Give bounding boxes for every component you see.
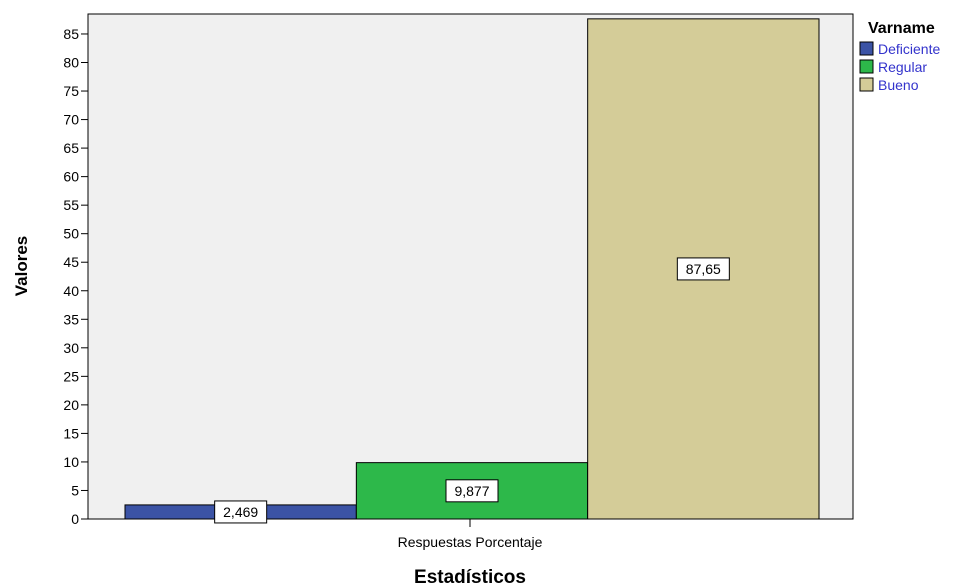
y-tick-label: 35	[63, 311, 79, 327]
y-tick-label: 60	[63, 169, 79, 185]
data-label-box	[676, 257, 730, 281]
legend-label-regular: Regular	[878, 59, 927, 75]
y-tick-label: 65	[63, 140, 79, 156]
legend-swatch-bueno	[859, 77, 874, 92]
data-label: 2,469	[223, 504, 258, 520]
legend-swatch-regular	[859, 59, 874, 74]
legend-label-deficiente: Deficiente	[878, 41, 940, 57]
y-tick-label: 20	[63, 397, 79, 413]
data-label-box	[445, 479, 499, 503]
y-tick-label: 25	[63, 368, 79, 384]
data-label-box	[214, 500, 268, 524]
y-tick-label: 45	[63, 254, 79, 270]
bars: 2,469 9,877 87,65	[124, 18, 820, 524]
x-axis-title: Estadísticos	[414, 567, 526, 585]
y-tick-label: 50	[63, 226, 79, 242]
legend-swatch-deficiente	[859, 41, 874, 56]
legend-title: Varname	[868, 20, 935, 37]
x-axis: Respuestas Porcentaje	[398, 519, 543, 550]
x-tick-label: Respuestas Porcentaje	[398, 534, 543, 550]
y-tick-label: 70	[63, 112, 79, 128]
y-tick-label: 5	[71, 482, 79, 498]
y-axis-title: Valores	[12, 236, 31, 297]
y-tick-label: 15	[63, 425, 79, 441]
y-tick-label: 40	[63, 283, 79, 299]
data-label: 9,877	[454, 483, 489, 499]
y-tick-label: 0	[71, 511, 79, 527]
legend-label-bueno: Bueno	[878, 77, 919, 93]
legend: Varname Deficiente Regular Bueno	[859, 20, 940, 93]
y-tick-label: 55	[63, 197, 79, 213]
y-axis: 0 5 10 15 20 25 30 35 40 45 50 55 60 65 70 75 80 85	[63, 26, 88, 527]
data-label: 87,65	[686, 261, 721, 277]
y-tick-label: 30	[63, 340, 79, 356]
y-tick-label: 10	[63, 454, 79, 470]
y-tick-label: 75	[63, 83, 79, 99]
y-tick-label: 85	[63, 26, 79, 42]
y-tick-label: 80	[63, 55, 79, 71]
